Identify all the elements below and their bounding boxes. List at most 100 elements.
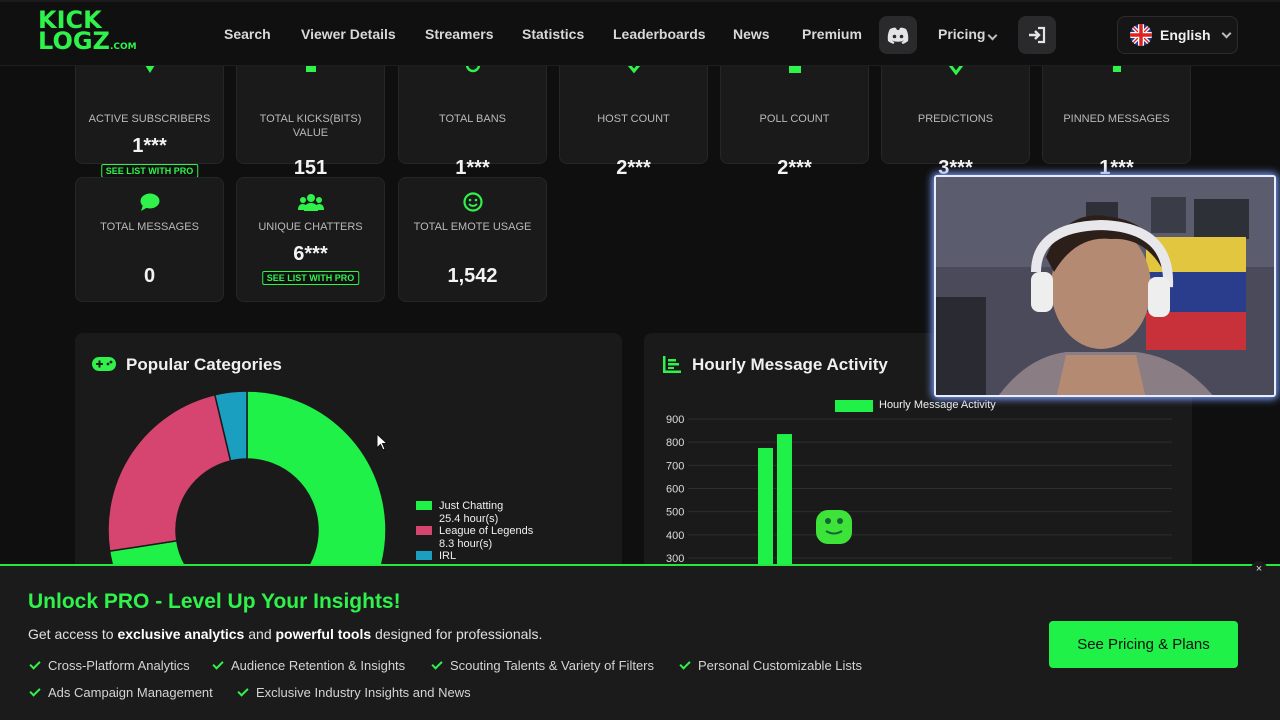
nav-news[interactable]: News [733, 26, 770, 42]
chevron-down-icon [1221, 28, 1232, 38]
donut-slice [108, 390, 387, 573]
stat-label: POLL COUNT [759, 113, 830, 125]
y-tick-label: 700 [666, 460, 684, 472]
stat-card-host-count: HOST COUNT 2*** [559, 66, 708, 179]
poll-icon [788, 66, 801, 73]
see-list-pro-button[interactable]: SEE LIST WITH PRO [261, 271, 360, 285]
popular-categories-title: Popular Categories [126, 355, 282, 374]
top-navbar: KICK LOGZ.COM Search Viewer Details Stre… [0, 0, 1280, 66]
logo-line2: LOGZ [38, 27, 110, 55]
stat-label: PINNED MESSAGES [1063, 113, 1170, 125]
stat-label: UNIQUE CHATTERS [258, 221, 363, 233]
stat-card-total-messages: TOTAL MESSAGES 0 [75, 177, 224, 302]
stat-value: 1*** [1099, 157, 1134, 179]
hourly-bar-chart: 900 800 700 600 500 400 300 [666, 414, 1172, 573]
close-banner-button[interactable]: × [1251, 561, 1267, 577]
nav-leaderboards[interactable]: Leaderboards [613, 26, 706, 42]
login-icon [1029, 26, 1046, 44]
popular-categories-panel: Popular Categories Just Chatting 25.4 ho… [75, 333, 622, 573]
users-icon [297, 194, 324, 211]
check-icon [431, 658, 443, 670]
y-tick-label: 300 [666, 553, 684, 565]
webcam-overlay [934, 175, 1276, 397]
check-icon [237, 685, 249, 697]
see-list-pro-button[interactable]: SEE LIST WITH PRO [100, 164, 199, 178]
donut-slice [213, 390, 248, 462]
legend-swatch [416, 526, 432, 535]
stat-value: 1*** [132, 135, 167, 157]
mouse-cursor-icon [376, 433, 388, 451]
stat-label: HOST COUNT [597, 113, 670, 125]
y-tick-label: 800 [666, 437, 684, 449]
stat-label: TOTAL BANS [438, 113, 507, 125]
see-pricing-button[interactable]: See Pricing & Plans [1049, 621, 1238, 668]
legend-detail: 8.3 hour(s) [439, 538, 493, 550]
legend-swatch [835, 400, 873, 412]
chat-bubble-icon [140, 193, 159, 211]
feature-item: Scouting Talents & Variety of Filters [431, 658, 654, 673]
stat-card-total-bans: TOTAL BANS 1*** [398, 66, 547, 179]
stat-label: TOTAL KICKS(BITS) VALUE [259, 113, 362, 139]
language-selector[interactable]: English [1117, 16, 1238, 54]
streamer-webcam-image [936, 177, 1274, 395]
kick-emote-icon [816, 510, 852, 544]
stat-value: 6*** [293, 243, 328, 265]
smile-icon [462, 192, 483, 212]
category-donut-chart [107, 390, 387, 573]
y-tick-label: 500 [666, 507, 684, 519]
nav-viewer-details[interactable]: Viewer Details [301, 26, 396, 42]
nav-streamers[interactable]: Streamers [425, 26, 494, 42]
discord-icon [887, 27, 909, 44]
stat-card-poll-count: POLL COUNT 2*** [720, 66, 869, 179]
star-icon [145, 66, 154, 73]
nav-pricing[interactable]: Pricing [938, 26, 998, 42]
feature-item: Cross-Platform Analytics [29, 658, 190, 673]
stat-card-active-subscribers: ACTIVE SUBSCRIBERS 1*** SEE LIST WITH PR… [75, 66, 224, 178]
language-label: English [1160, 27, 1211, 43]
stat-value: 1,542 [447, 265, 498, 287]
feature-item: Personal Customizable Lists [679, 658, 862, 673]
logo-line1: KICK [38, 6, 102, 34]
hourly-title: Hourly Message Activity [692, 355, 888, 374]
donut-slice [107, 393, 232, 552]
pro-upsell-banner: Unlock PRO - Level Up Your Insights! Get… [0, 564, 1280, 720]
nav-search[interactable]: Search [224, 26, 271, 42]
logo-suffix: .COM [109, 42, 137, 52]
hourly-message-panel: Hourly Message Activity Hourly Message A… [644, 333, 1192, 573]
kicklogz-logo[interactable]: KICK LOGZ.COM [38, 6, 137, 56]
hourly-bar [777, 434, 792, 573]
gamepad-icon [92, 357, 116, 371]
stat-value: 2*** [616, 157, 651, 179]
check-icon [29, 658, 41, 670]
stat-label: ACTIVE SUBSCRIBERS [88, 113, 211, 125]
kick-icon [305, 66, 316, 72]
host-icon [627, 66, 640, 74]
y-tick-label: 600 [666, 484, 684, 496]
discord-button[interactable] [879, 16, 917, 54]
y-tick-label: 900 [666, 414, 684, 426]
nav-premium[interactable]: Premium [802, 26, 862, 42]
legend-detail: 25.4 hour(s) [439, 513, 499, 525]
check-icon [679, 658, 691, 670]
stat-label: TOTAL EMOTE USAGE [413, 221, 532, 233]
stat-label: PREDICTIONS [917, 113, 994, 125]
stat-card-pinned-messages: PINNED MESSAGES 1*** [1042, 66, 1191, 179]
stat-card-total-kicks: TOTAL KICKS(BITS) VALUE 151 [236, 66, 385, 179]
feature-item: Ads Campaign Management [29, 685, 213, 700]
check-icon [212, 658, 224, 670]
stat-value: 0 [143, 265, 156, 287]
login-button[interactable] [1018, 16, 1056, 54]
stat-card-total-emote-usage: TOTAL EMOTE USAGE 1,542 [398, 177, 547, 302]
nav-statistics[interactable]: Statistics [522, 26, 585, 42]
y-tick-label: 400 [666, 530, 684, 542]
uk-flag-icon [1130, 24, 1152, 46]
stat-label: TOTAL MESSAGES [100, 221, 199, 233]
legend-name: Hourly Message Activity [879, 399, 996, 411]
legend-name: Just Chatting [439, 500, 504, 512]
legend-swatch [416, 551, 432, 560]
pin-icon [1112, 66, 1121, 72]
stat-value: 2*** [777, 157, 812, 179]
stat-value: 1*** [455, 157, 490, 179]
feature-item: Exclusive Industry Insights and News [237, 685, 471, 700]
chevron-down-icon [988, 30, 998, 41]
